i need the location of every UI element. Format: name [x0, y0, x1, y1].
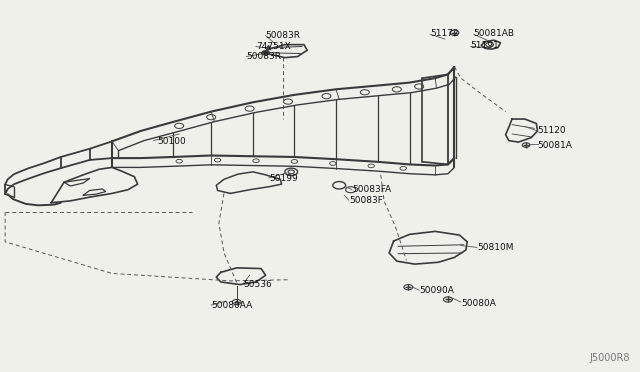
Text: 50100: 50100	[157, 137, 186, 146]
Text: J5000R8: J5000R8	[590, 353, 630, 363]
Text: 50081A: 50081A	[538, 141, 572, 150]
Text: 50536: 50536	[243, 280, 272, 289]
Text: 50080AA: 50080AA	[211, 301, 252, 310]
Text: 50083F: 50083F	[349, 196, 383, 205]
Text: 50083FA: 50083FA	[352, 185, 391, 194]
Text: 50083R: 50083R	[266, 31, 301, 40]
Text: 51120: 51120	[538, 126, 566, 135]
Text: 50090A: 50090A	[419, 286, 454, 295]
Text: 50080A: 50080A	[461, 299, 495, 308]
Circle shape	[262, 51, 269, 55]
Text: 74751X: 74751X	[256, 42, 291, 51]
Text: 51172: 51172	[430, 29, 459, 38]
Text: 50081AB: 50081AB	[474, 29, 515, 38]
Text: 50083R: 50083R	[246, 52, 282, 61]
Text: 50199: 50199	[269, 174, 298, 183]
Text: 51191: 51191	[470, 41, 499, 50]
Text: 50810M: 50810M	[477, 243, 513, 252]
